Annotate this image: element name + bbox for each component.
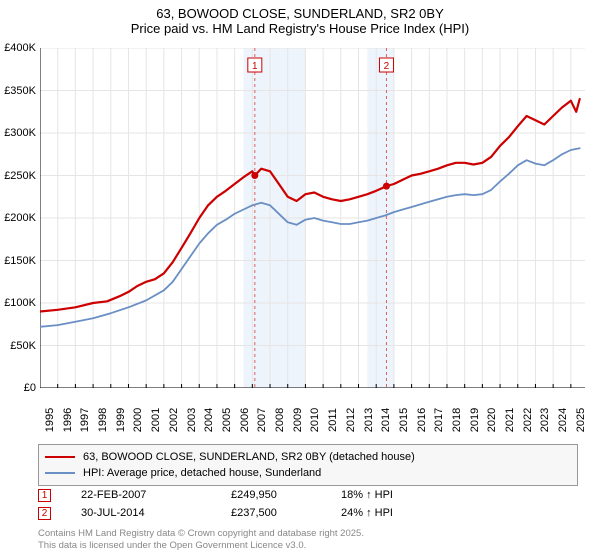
svg-text:1: 1 xyxy=(252,61,258,72)
x-tick-label: 2023 xyxy=(539,408,551,432)
x-tick-label: 2008 xyxy=(274,408,286,432)
y-tick-label: £300K xyxy=(4,127,36,139)
legend-swatch xyxy=(45,456,75,459)
footer-line: Contains HM Land Registry data © Crown c… xyxy=(38,528,364,540)
sales-table: 1 22-FEB-2007 £249,950 18% ↑ HPI 2 30-JU… xyxy=(38,486,578,522)
x-tick-label: 2020 xyxy=(486,408,498,432)
x-tick-label: 2000 xyxy=(132,408,144,432)
y-tick-label: £100K xyxy=(4,297,36,309)
x-tick-label: 2017 xyxy=(433,408,445,432)
x-tick-label: 2005 xyxy=(221,408,233,432)
y-tick-label: £400K xyxy=(4,42,36,54)
sale-price: £237,500 xyxy=(231,507,341,519)
x-tick-label: 2004 xyxy=(203,408,215,432)
x-tick-label: 1996 xyxy=(62,408,74,432)
y-tick-label: £150K xyxy=(4,255,36,267)
footer: Contains HM Land Registry data © Crown c… xyxy=(38,528,364,552)
x-tick-label: 1998 xyxy=(97,408,109,432)
y-tick-label: £200K xyxy=(4,212,36,224)
x-tick-label: 2019 xyxy=(469,408,481,432)
sale-marker-icon: 1 xyxy=(38,489,51,502)
chart-container: 63, BOWOOD CLOSE, SUNDERLAND, SR2 0BY Pr… xyxy=(0,0,600,560)
x-tick-label: 2001 xyxy=(150,408,162,432)
sale-hpi: 24% ↑ HPI xyxy=(341,507,451,519)
plot-svg: 12 xyxy=(40,48,585,388)
legend-swatch xyxy=(45,472,75,474)
footer-line: This data is licensed under the Open Gov… xyxy=(38,540,364,552)
x-tick-label: 2003 xyxy=(186,408,198,432)
x-tick-label: 2024 xyxy=(557,408,569,432)
y-tick-label: £0 xyxy=(24,382,36,394)
x-tick-label: 2015 xyxy=(398,408,410,432)
legend-item-property: 63, BOWOOD CLOSE, SUNDERLAND, SR2 0BY (d… xyxy=(45,449,571,465)
y-tick-label: £50K xyxy=(10,340,36,352)
x-tick-label: 2002 xyxy=(168,408,180,432)
y-tick-label: £350K xyxy=(4,85,36,97)
title-subtitle: Price paid vs. HM Land Registry's House … xyxy=(0,21,600,36)
legend-item-hpi: HPI: Average price, detached house, Sund… xyxy=(45,465,571,481)
sale-row: 2 30-JUL-2014 £237,500 24% ↑ HPI xyxy=(38,504,578,522)
x-tick-label: 2011 xyxy=(327,408,339,432)
x-tick-label: 1999 xyxy=(115,408,127,432)
sale-hpi: 18% ↑ HPI xyxy=(341,489,451,501)
title-block: 63, BOWOOD CLOSE, SUNDERLAND, SR2 0BY Pr… xyxy=(0,0,600,36)
x-tick-label: 1997 xyxy=(79,408,91,432)
chart-area: £0£50K£100K£150K£200K£250K£300K£350K£400… xyxy=(40,48,585,408)
sale-marker-icon: 2 xyxy=(38,507,51,520)
x-tick-label: 2009 xyxy=(292,408,304,432)
sale-row: 1 22-FEB-2007 £249,950 18% ↑ HPI xyxy=(38,486,578,504)
sale-price: £249,950 xyxy=(231,489,341,501)
x-tick-label: 2025 xyxy=(575,408,587,432)
x-tick-label: 2007 xyxy=(256,408,268,432)
x-tick-label: 2014 xyxy=(380,408,392,432)
sale-date: 30-JUL-2014 xyxy=(81,507,231,519)
legend: 63, BOWOOD CLOSE, SUNDERLAND, SR2 0BY (d… xyxy=(38,444,578,486)
sale-date: 22-FEB-2007 xyxy=(81,489,231,501)
x-tick-label: 2012 xyxy=(345,408,357,432)
title-address: 63, BOWOOD CLOSE, SUNDERLAND, SR2 0BY xyxy=(0,6,600,21)
legend-label: HPI: Average price, detached house, Sund… xyxy=(83,467,321,479)
y-tick-label: £250K xyxy=(4,170,36,182)
legend-label: 63, BOWOOD CLOSE, SUNDERLAND, SR2 0BY (d… xyxy=(83,451,415,463)
x-tick-label: 2021 xyxy=(504,408,516,432)
x-tick-label: 2016 xyxy=(416,408,428,432)
x-tick-label: 2006 xyxy=(239,408,251,432)
x-tick-label: 2013 xyxy=(363,408,375,432)
x-axis: 1995 1996 1997 1998 1999 2000 2001 2002 2003 2004… xyxy=(40,390,585,430)
svg-text:2: 2 xyxy=(384,61,390,72)
x-tick-label: 2010 xyxy=(309,408,321,432)
x-tick-label: 2018 xyxy=(451,408,463,432)
x-tick-label: 2022 xyxy=(522,408,534,432)
y-axis: £0£50K£100K£150K£200K£250K£300K£350K£400… xyxy=(0,48,38,388)
x-tick-label: 1995 xyxy=(44,408,56,432)
